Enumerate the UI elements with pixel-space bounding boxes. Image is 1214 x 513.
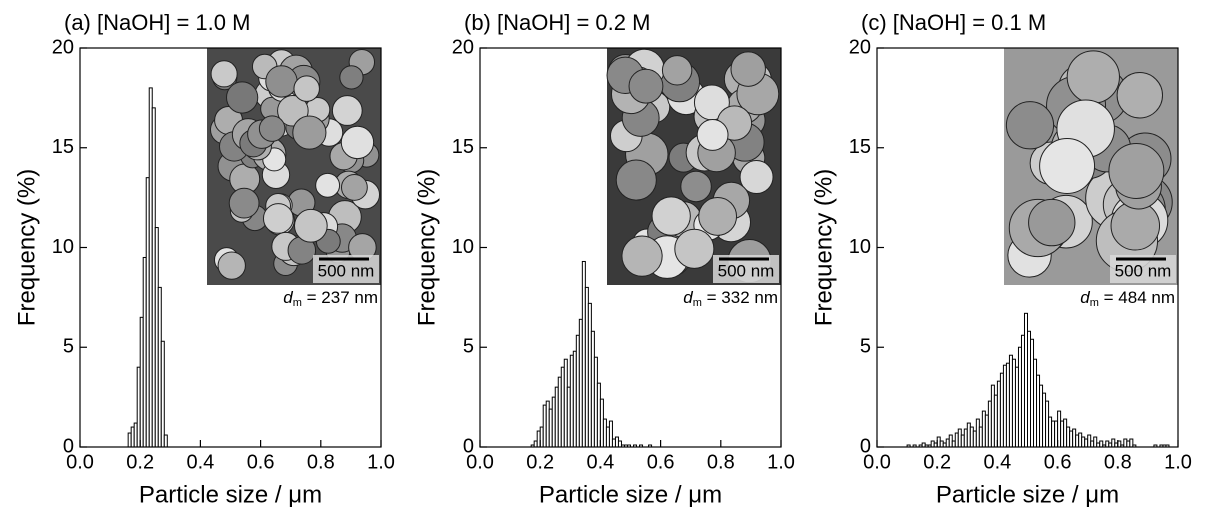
scale-bar-label: 500 nm <box>1115 261 1172 280</box>
particle <box>258 115 286 142</box>
particle <box>228 187 260 219</box>
y-tick-label: 0 <box>63 435 74 457</box>
chart-title: (a) [NaOH] = 1.0 M <box>64 10 250 35</box>
sem-image: 500 nm <box>207 48 381 285</box>
sem-image: 500 nm <box>606 48 781 285</box>
x-axis-label: Particle size / μm <box>539 481 722 508</box>
particle <box>331 95 363 126</box>
particle <box>730 51 766 87</box>
x-tick-label: 0.4 <box>983 451 1011 473</box>
particle <box>698 196 738 236</box>
y-tick-label: 10 <box>849 236 871 258</box>
particle <box>262 203 294 234</box>
chart-title: (b) [NaOH] = 0.2 M <box>464 10 650 35</box>
histogram-bar <box>160 340 165 448</box>
dm-symbol: d <box>1080 288 1090 307</box>
y-tick-label: 20 <box>452 36 474 58</box>
dm-text: = 237 nm <box>302 288 378 307</box>
particle <box>1108 143 1165 199</box>
x-tick-label: 1.0 <box>367 451 395 473</box>
dm-text: = 484 nm <box>1099 288 1175 307</box>
particle <box>210 60 238 88</box>
dm-symbol: d <box>683 288 693 307</box>
x-tick-label: 1.0 <box>1164 451 1192 473</box>
y-tick-label: 5 <box>860 336 871 358</box>
x-tick-label: 0.4 <box>586 451 614 473</box>
x-tick-label: 0.2 <box>923 451 951 473</box>
histogram-bar <box>163 434 168 448</box>
particle <box>341 174 368 201</box>
particle <box>1116 72 1164 119</box>
y-tick-label: 10 <box>52 236 74 258</box>
dm-symbol: d <box>283 288 293 307</box>
particle <box>315 172 341 198</box>
x-tick-label: 0.6 <box>1044 451 1072 473</box>
x-tick-label: 0.0 <box>863 451 891 473</box>
dm-annotation: dm = 237 nm <box>283 288 378 308</box>
dm-annotation: dm = 484 nm <box>1080 288 1175 308</box>
particle <box>293 75 320 102</box>
particle <box>621 235 663 277</box>
x-tick-label: 0.8 <box>307 451 335 473</box>
particle <box>226 81 259 114</box>
particle <box>265 65 298 98</box>
y-tick-label: 15 <box>452 136 474 158</box>
x-tick-label: 0.2 <box>526 451 554 473</box>
y-axis-label: Frequency (%) <box>13 169 40 326</box>
dm-subscript: m <box>1090 297 1099 309</box>
y-tick-label: 20 <box>849 36 871 58</box>
particle <box>680 170 712 203</box>
particle <box>674 228 715 269</box>
particle <box>615 159 657 201</box>
particle <box>1005 101 1055 150</box>
scale-bar-label: 500 nm <box>318 261 375 280</box>
particle <box>1066 50 1120 104</box>
y-axis-label: Frequency (%) <box>810 169 837 326</box>
particle <box>339 65 364 90</box>
x-tick-label: 1.0 <box>767 451 795 473</box>
particle <box>651 196 691 236</box>
y-tick-label: 5 <box>463 336 474 358</box>
dm-subscript: m <box>293 297 302 309</box>
x-tick-label: 0.2 <box>126 451 154 473</box>
dm-annotation: dm = 332 nm <box>683 288 778 308</box>
particle <box>292 115 327 150</box>
particle <box>340 125 375 160</box>
chart-title: (c) [NaOH] = 0.1 M <box>861 10 1046 35</box>
x-axis-label: Particle size / μm <box>936 481 1119 508</box>
scale-bar-label: 500 nm <box>718 261 775 280</box>
x-tick-label: 0.0 <box>66 451 94 473</box>
dm-text: = 332 nm <box>702 288 778 307</box>
y-tick-label: 0 <box>463 435 474 457</box>
y-axis-label: Frequency (%) <box>413 169 440 326</box>
y-tick-label: 0 <box>860 435 871 457</box>
dm-subscript: m <box>693 297 702 309</box>
x-tick-label: 0.0 <box>466 451 494 473</box>
sem-image: 500 nm <box>1004 48 1178 285</box>
x-tick-label: 0.6 <box>247 451 275 473</box>
particle <box>293 208 328 243</box>
particle <box>739 160 774 195</box>
y-tick-label: 15 <box>52 136 74 158</box>
particle <box>1028 198 1076 247</box>
x-tick-label: 0.6 <box>647 451 675 473</box>
particle <box>661 55 693 86</box>
y-tick-label: 15 <box>849 136 871 158</box>
x-axis-label: Particle size / μm <box>139 481 322 508</box>
x-tick-label: 0.4 <box>186 451 214 473</box>
y-tick-label: 10 <box>452 236 474 258</box>
particle <box>628 68 664 104</box>
particle <box>217 251 246 280</box>
y-tick-label: 20 <box>52 36 74 58</box>
y-tick-label: 5 <box>63 336 74 358</box>
particle <box>696 119 729 151</box>
particle <box>1039 138 1096 194</box>
x-tick-label: 0.8 <box>707 451 735 473</box>
x-tick-label: 0.8 <box>1104 451 1132 473</box>
